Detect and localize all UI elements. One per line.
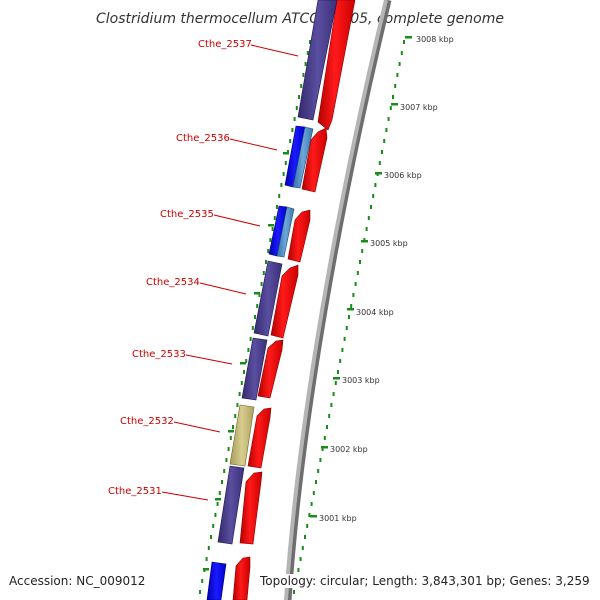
gene-leader-line [185, 354, 233, 365]
forward-gene[interactable] [317, 0, 356, 131]
kbp-tick-mark [347, 308, 354, 311]
map-title: Clostridium thermocellum ATCC 27405, com… [96, 11, 504, 27]
reverse-gene[interactable] [292, 126, 314, 189]
gene-label[interactable]: Cthe_2533 [132, 349, 186, 360]
kbp-tick-label: 3003 kbp [342, 376, 380, 385]
forward-strand-genes [232, 0, 356, 600]
reverse-strand-genes [206, 0, 338, 600]
gene-leader-line [161, 491, 209, 501]
forward-gene[interactable] [301, 127, 328, 193]
reverse-gene[interactable] [217, 465, 245, 545]
forward-gene[interactable] [239, 471, 263, 545]
kbp-tick-mark [391, 103, 398, 106]
kbp-tick-mark [333, 377, 340, 380]
kbp-tick-mark [375, 172, 382, 175]
gene-label[interactable]: Cthe_2531 [108, 486, 162, 497]
kbp-tick-label: 3008 kbp [416, 35, 454, 44]
forward-gene[interactable] [287, 209, 311, 263]
kbp-tick-mark [310, 515, 317, 518]
gene-label[interactable]: Cthe_2535 [160, 209, 214, 220]
kbp-tick-label: 3005 kbp [370, 239, 408, 248]
kbp-tick-label: 3002 kbp [330, 445, 368, 454]
kbp-tick-label: 3004 kbp [356, 308, 394, 317]
gene-start-tick [228, 430, 234, 433]
kbp-tick-mark [361, 240, 368, 243]
reverse-gene[interactable] [229, 404, 255, 467]
kbp-ticks: 3008 kbp 3007 kbp 3006 kbp 3005 kbp 3004 kbp… [310, 35, 454, 523]
gene-leader-line [213, 214, 261, 227]
gene-label[interactable]: Cthe_2532 [120, 416, 174, 427]
gene-label[interactable]: Cthe_2536 [176, 133, 230, 144]
forward-gene[interactable] [257, 339, 284, 399]
gene-start-tick [215, 498, 221, 501]
reverse-gene[interactable] [206, 561, 227, 600]
gene-leader-line [173, 421, 221, 433]
inner-dots [199, 40, 311, 594]
reverse-gene[interactable] [297, 0, 338, 121]
topology-text: Topology: circular; Length: 3,843,301 bp… [260, 574, 590, 588]
reverse-gene[interactable] [276, 206, 295, 258]
reverse-gene[interactable] [253, 260, 283, 337]
gene-start-tick [254, 292, 260, 295]
backbone [284, 0, 388, 600]
accession-text: Accession: NC_009012 [9, 574, 146, 588]
scale-dots [293, 40, 405, 594]
gene-start-tick [240, 362, 246, 365]
kbp-tick-mark [321, 446, 328, 449]
gene-labels: Cthe_2537 Cthe_2536 Cthe_2535 Cthe_2534 Cthe… [108, 39, 299, 501]
gene-label[interactable]: Cthe_2537 [198, 39, 252, 50]
forward-gene[interactable] [247, 407, 272, 469]
gene-label[interactable]: Cthe_2534 [146, 277, 200, 288]
kbp-tick-label: 3007 kbp [400, 103, 438, 112]
kbp-tick-label: 3001 kbp [319, 514, 357, 523]
gene-leader-line [229, 138, 278, 151]
kbp-tick-mark [405, 36, 412, 39]
gene-start-tick [283, 152, 289, 155]
forward-gene[interactable] [270, 264, 299, 339]
gene-start-tick [203, 568, 209, 571]
gene-leader-line [199, 282, 247, 295]
forward-gene[interactable] [232, 556, 251, 600]
gene-start-tick [268, 224, 274, 227]
reverse-gene[interactable] [241, 337, 268, 401]
kbp-tick-label: 3006 kbp [384, 171, 422, 180]
gene-leader-line [250, 44, 299, 57]
